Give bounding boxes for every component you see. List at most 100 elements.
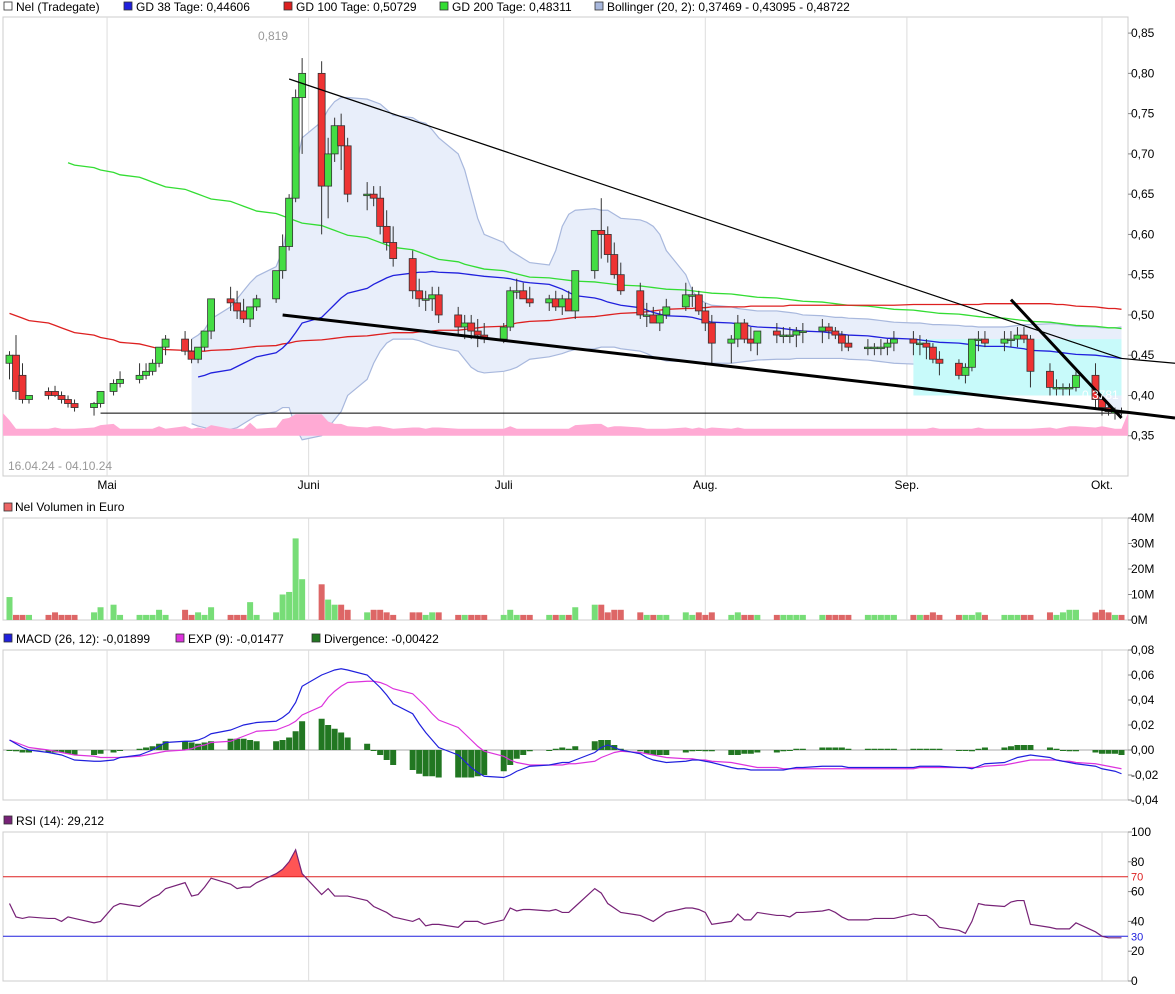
bollinger-upper-line	[191, 96, 1122, 340]
volume-bar	[507, 609, 514, 620]
divergence-bar	[208, 741, 215, 750]
volume-bar	[559, 614, 566, 620]
volume-bar	[299, 579, 306, 620]
volume-bar	[91, 612, 98, 620]
divergence-bar	[695, 750, 702, 751]
candle	[291, 89, 300, 203]
divergence-bar	[910, 748, 917, 750]
candle-body	[460, 322, 469, 328]
candle	[376, 186, 385, 235]
candle-body	[467, 322, 476, 332]
volume-bar	[1066, 609, 1073, 620]
divergence-bar	[13, 750, 20, 752]
candle-body	[701, 310, 710, 324]
volume-bar	[786, 614, 793, 620]
y-tick-label: 0,75	[1131, 107, 1155, 121]
candle-body	[753, 330, 762, 344]
candle	[1000, 331, 1009, 352]
candle-body	[876, 346, 885, 350]
candle-body	[922, 342, 931, 348]
divergence-bar	[968, 750, 975, 752]
candle-body	[285, 197, 294, 247]
divergence-bar	[71, 750, 78, 755]
divergence-bar	[780, 750, 787, 752]
candle-body	[1000, 338, 1009, 344]
x-tick-label: Mai	[97, 478, 116, 492]
divergence-bar	[318, 718, 325, 750]
divergence-bar	[845, 748, 852, 750]
volume-bar	[598, 604, 605, 620]
divergence-bar	[422, 750, 429, 777]
candle	[1007, 331, 1015, 348]
macd-plot-frame	[2, 649, 1129, 801]
volume-bar	[910, 614, 917, 620]
y-tick-label: 0,00	[1131, 743, 1155, 757]
divergence-bar	[136, 748, 143, 750]
candle	[181, 331, 189, 356]
volume-bar	[1092, 612, 1099, 620]
volume-bar	[117, 614, 124, 620]
divergence-bar	[559, 747, 566, 750]
legend-label: Divergence: -0,00422	[324, 632, 439, 646]
divergence-bar	[461, 750, 468, 778]
volume-bar	[1118, 614, 1125, 620]
divergence-bar	[45, 750, 52, 753]
price-last-label: 0,3781	[1082, 388, 1119, 402]
divergence-bar	[864, 748, 871, 750]
volume-bar	[481, 614, 488, 620]
candle	[246, 306, 255, 328]
volume-bar	[461, 614, 468, 620]
divergence-bar	[754, 750, 761, 753]
candle	[655, 310, 664, 332]
candle-body	[1026, 338, 1035, 372]
divergence-bar	[981, 747, 988, 750]
divergence-bar	[656, 750, 663, 755]
divergence-bar	[546, 750, 553, 751]
candle-body	[200, 330, 209, 348]
candle-body	[837, 334, 846, 344]
y-tick-label: 40M	[1131, 511, 1154, 525]
candle	[772, 323, 781, 344]
volume-bar	[435, 612, 442, 620]
candle-body	[194, 346, 202, 360]
volume-bar	[656, 614, 663, 620]
divergence-bar	[734, 750, 741, 755]
chart-labels: 16.04.24 - 04.10.24 0,819 0,3781 Nel Vol…	[8, 29, 1119, 514]
candle-body	[454, 314, 463, 328]
volume-bar	[695, 612, 702, 620]
divergence-bar	[344, 737, 351, 750]
divergence-bar	[923, 748, 930, 750]
divergence-bar	[299, 721, 306, 750]
candle	[233, 290, 242, 319]
candle-body	[51, 391, 59, 396]
volume-bar	[845, 614, 852, 620]
divergence-bar	[240, 738, 247, 750]
candle	[935, 351, 944, 376]
candle-body	[1007, 338, 1015, 342]
y-tick-label: 0,85	[1131, 26, 1155, 40]
legend-label: Nel (Tradegate)	[16, 0, 100, 14]
candle	[707, 314, 716, 364]
volume-bar	[65, 614, 72, 620]
volume-title: Nel Volumen in Euro	[15, 500, 125, 514]
candle-body	[317, 72, 326, 187]
candle-body	[233, 302, 242, 312]
candle-body	[649, 314, 658, 324]
divergence-bar	[1014, 745, 1021, 750]
candle-body	[109, 382, 118, 392]
candle-body	[818, 326, 827, 332]
divergence-bar	[338, 732, 345, 750]
candle-body	[239, 310, 248, 320]
candle-body	[642, 314, 651, 317]
y-tick-label: 10M	[1131, 588, 1154, 602]
divergence-bar	[877, 748, 884, 750]
divergence-bar	[279, 740, 286, 750]
volume-bar	[591, 604, 598, 620]
divergence-bar	[26, 750, 33, 753]
volume-bar	[663, 614, 670, 620]
divergence-bar	[832, 747, 839, 750]
candle	[109, 379, 118, 396]
candle	[226, 286, 235, 311]
volume-bar	[741, 614, 748, 620]
